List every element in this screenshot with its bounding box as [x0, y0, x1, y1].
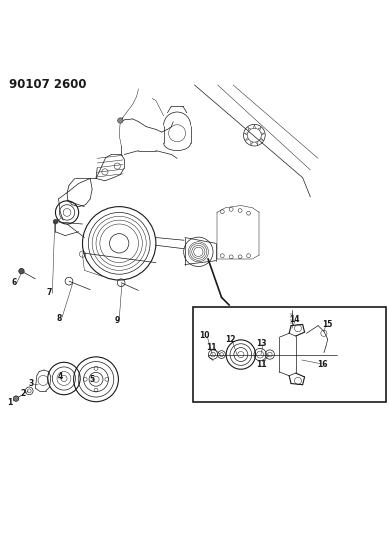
Circle shape	[117, 118, 123, 123]
Text: 8: 8	[57, 314, 62, 323]
Text: 1: 1	[7, 398, 12, 407]
Text: 13: 13	[256, 339, 266, 348]
Text: 5: 5	[89, 375, 95, 384]
Circle shape	[13, 396, 19, 401]
Text: 15: 15	[322, 320, 333, 329]
Text: 11: 11	[207, 343, 217, 352]
Circle shape	[19, 269, 24, 274]
Text: 6: 6	[12, 278, 17, 287]
Text: 16: 16	[317, 360, 327, 369]
Text: 10: 10	[199, 331, 209, 340]
Text: 11: 11	[256, 360, 266, 369]
Circle shape	[53, 220, 58, 224]
Bar	[193, 306, 385, 402]
Text: 12: 12	[225, 335, 236, 344]
Text: 2: 2	[20, 390, 25, 399]
Text: 9: 9	[115, 316, 120, 325]
Text: 3: 3	[29, 378, 34, 387]
Text: 90107 2600: 90107 2600	[9, 78, 87, 91]
Text: 7: 7	[47, 288, 53, 297]
Text: 14: 14	[289, 316, 300, 324]
Text: 4: 4	[58, 372, 63, 381]
